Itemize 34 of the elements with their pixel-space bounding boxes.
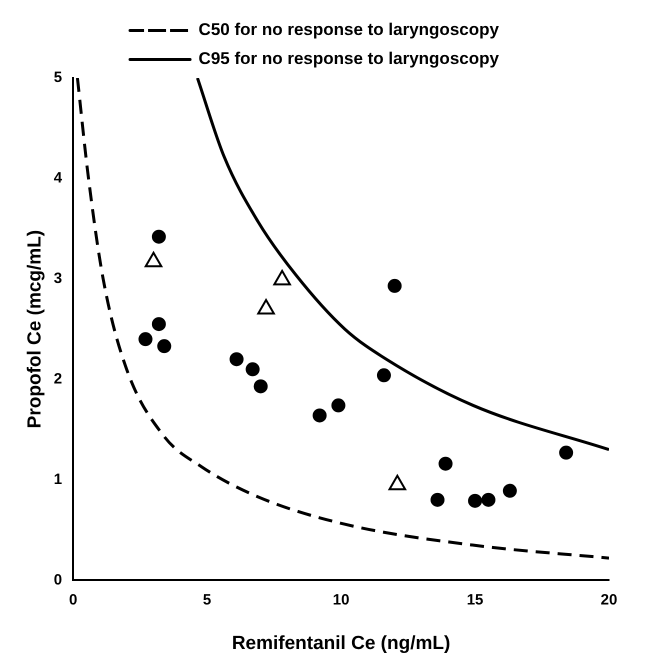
y-tick-label: 4	[54, 170, 63, 187]
point	[254, 379, 268, 394]
point	[157, 339, 172, 354]
x-tick-label: 10	[332, 591, 350, 608]
line-series	[196, 78, 609, 452]
x-tick-label: 0	[68, 591, 78, 608]
y-tick-label: 3	[54, 270, 62, 288]
point	[152, 230, 166, 244]
point	[481, 492, 496, 507]
point	[152, 317, 166, 332]
point	[430, 492, 445, 507]
legend-label: C50 for no response to laryngoscopy	[198, 20, 500, 40]
x-tick-label: 15	[466, 591, 484, 608]
point	[388, 278, 402, 293]
y-tick-label: 2	[54, 370, 62, 388]
y-axis-title: Propofol Ce (mcg/mL)	[24, 230, 46, 428]
x-tick-label: 5	[202, 591, 212, 608]
point	[559, 446, 574, 460]
x-tick-label: 20	[600, 591, 618, 608]
line-series	[76, 78, 609, 560]
point	[331, 398, 346, 412]
y-tick-label: 1	[54, 470, 62, 488]
point	[230, 352, 244, 366]
point	[246, 362, 260, 376]
point	[468, 494, 482, 508]
legend-label: C95 for no response to laryngoscopy	[198, 49, 500, 68]
point	[438, 456, 453, 471]
point	[138, 332, 152, 346]
y-tick-label: 0	[54, 571, 62, 588]
point	[312, 408, 327, 422]
x-axis-title: Remifentanil Ce (ng/mL)	[232, 632, 450, 654]
y-tick-label: 5	[54, 69, 62, 86]
point	[502, 484, 517, 498]
point	[376, 368, 391, 382]
